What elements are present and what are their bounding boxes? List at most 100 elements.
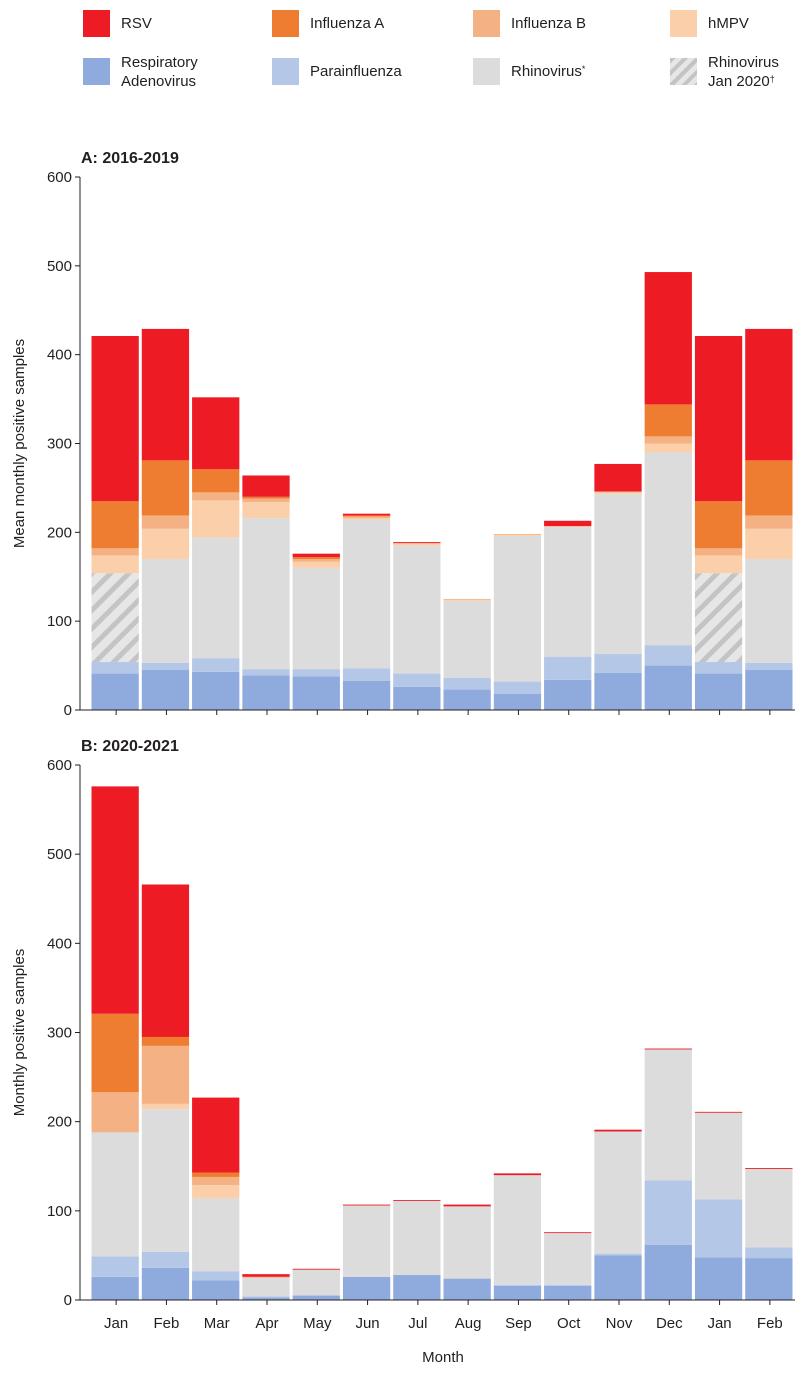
bar-segment-flu_b [594, 491, 642, 493]
y-tick-label: 100 [47, 1203, 72, 1220]
bar-segment-rsv [342, 1204, 391, 1206]
y-tick-label: 0 [64, 1292, 72, 1309]
legend-label-line: Adenovirus [121, 73, 197, 90]
legend-label-line: RSV [121, 15, 152, 32]
x-tick-label: Apr [255, 1315, 278, 1332]
bar-segment-flu_b [342, 516, 391, 519]
bar-segment-adeno [292, 676, 340, 710]
bar-segment-rsv [192, 397, 240, 470]
bar-segment-rsv [694, 1111, 743, 1113]
x-tick-label: Jan [104, 1315, 128, 1332]
bar-segment-rsv [91, 336, 139, 502]
bar-segment-rhino [644, 452, 692, 646]
bar-segment-flu_b [192, 1176, 240, 1185]
bar-segment-rsv [443, 1204, 491, 1207]
bar-segment-hmpv [292, 561, 340, 568]
chart-panel-a: A: 2016-2019 0 100 200 300 400 500 600 Mean mont… [11, 150, 795, 719]
bar-segment-flu_a [91, 501, 139, 549]
bar-segment-adeno [91, 1276, 139, 1300]
bar-segment-para [644, 645, 692, 666]
bar-segment-rhino [192, 1198, 240, 1272]
bar-segment-rhino [141, 1109, 190, 1252]
bar-segment-para [242, 669, 290, 676]
legend-label-flu_b: Influenza B [511, 14, 586, 33]
bar-segment-rhino [493, 535, 542, 682]
legend-swatch-rsv [83, 10, 110, 37]
bar-segment-hmpv [544, 526, 592, 528]
bar-segment-rhino [393, 545, 441, 674]
bar-segment-flu_a [745, 460, 793, 516]
x-tick-label: Jan [707, 1315, 731, 1332]
bar-segment-para [292, 669, 340, 677]
bar-segment-flu_a [342, 515, 391, 517]
bar-segment-hmpv [745, 528, 793, 559]
y-tick-label: 500 [47, 258, 72, 275]
bar-segment-rsv [91, 786, 139, 1014]
y-tick-label: 300 [47, 1025, 72, 1042]
bar-segment-adeno [342, 1276, 391, 1300]
legend-label-line: Parainfluenza [310, 63, 402, 80]
bar-segment-para [242, 1296, 290, 1298]
bar-segment-flu_a [141, 1036, 190, 1046]
bar-segment-rhino [594, 1131, 642, 1254]
bar-segment-flu_b [292, 558, 340, 562]
y-tick-label: 600 [47, 757, 72, 774]
y-tick-label: 0 [64, 702, 72, 719]
legend-label-line: Respiratory [121, 54, 198, 71]
y-tick-label: 100 [47, 613, 72, 630]
bar-segment-adeno [745, 1258, 793, 1300]
bar-segment-para [493, 1284, 542, 1286]
legend: RSV Influenza A Influenza B hMPV Respiratory… [0, 0, 800, 110]
bar-segment-adeno [493, 694, 542, 710]
bar-segment-rsv [745, 328, 793, 461]
bar-segment-adeno [292, 1295, 340, 1300]
bar-segment-rhino [141, 558, 190, 663]
bar-segment-adeno [594, 1255, 642, 1300]
bar-segment-para [192, 658, 240, 672]
bar-segment-rsv [242, 475, 290, 497]
bar-segment-adeno [393, 686, 441, 710]
bar-segment-adeno [694, 673, 743, 710]
y-tick-label: 200 [47, 524, 72, 541]
legend-label-line: Influenza A [310, 15, 385, 32]
bar-segment-adeno [644, 665, 692, 710]
bar-segment-para [745, 662, 793, 671]
legend-label-line: Influenza B [511, 15, 587, 32]
y-tick-label: 400 [47, 347, 72, 364]
bar-segment-adeno [745, 670, 793, 710]
bar-segment-rhino [544, 1233, 592, 1285]
bar-segment-para [141, 1251, 190, 1268]
bar-segment-hmpv [594, 492, 642, 495]
bar-segment-para [694, 662, 743, 674]
bars [91, 786, 793, 1300]
bar-segment-rhino [393, 1201, 441, 1276]
bar-segment-rhino [292, 567, 340, 670]
bar-segment-flu_b [493, 534, 542, 535]
y-axis-label: Mean monthly positive samples [11, 339, 28, 548]
legend-swatch-rhino_jan2020 [670, 58, 697, 85]
bar-segment-para [443, 678, 491, 690]
bar-segment-para [544, 656, 592, 680]
bar-segment-para [342, 668, 391, 681]
bar-segment-adeno [644, 1244, 692, 1300]
bars [91, 272, 793, 710]
y-tick-label: 500 [47, 846, 72, 863]
bar-segment-rhino [644, 1049, 692, 1181]
legend-label-flu_a: Influenza A [310, 14, 384, 33]
bar-segment-rsv [745, 1168, 793, 1169]
bar-segment-flu_b [242, 498, 290, 503]
bar-segment-rhino [342, 1205, 391, 1277]
y-tick-label: 200 [47, 1114, 72, 1131]
bar-segment-rsv [342, 513, 391, 516]
bar-segment-rhino [745, 1168, 793, 1248]
bar-segment-adeno [242, 675, 290, 710]
bar-segment-hmpv [141, 1103, 190, 1110]
legend-label-line: hMPV [708, 15, 749, 32]
bar-segment-para [644, 1180, 692, 1245]
bar-segment-flu_b [192, 492, 240, 501]
bar-segment-para [141, 662, 190, 671]
bar-segment-flu_b [91, 548, 139, 556]
x-axis-label: Month [422, 1349, 464, 1366]
y-tick-label: 400 [47, 935, 72, 952]
